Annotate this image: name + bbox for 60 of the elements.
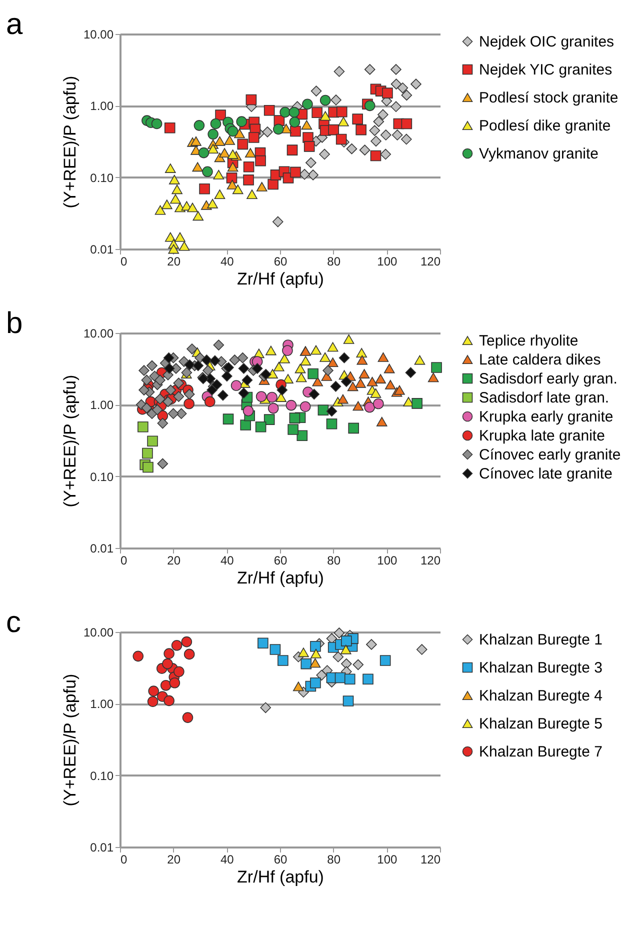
- x-axis-title: Zr/Hf (apfu): [237, 270, 324, 288]
- x-tick-label: 100: [377, 254, 398, 268]
- x-tick-label: 20: [167, 254, 181, 268]
- y-axis-title: (Y+REE)/P (apfu): [60, 674, 80, 806]
- legend-label: Krupka early granite: [479, 408, 614, 426]
- x-tick-label: 0: [120, 254, 128, 268]
- x-tick-label: 100: [377, 852, 398, 866]
- y-tick-label: 1.00: [90, 398, 114, 412]
- legend-label: Khalzan Buregte 7: [479, 744, 602, 760]
- legend-label: Teplice rhyolite: [479, 332, 578, 350]
- y-tick-label: 1.00: [90, 99, 114, 114]
- legend-label: Khalzan Buregte 4: [479, 688, 602, 704]
- x-tick-label: 120: [420, 254, 441, 268]
- legend-label: Sadisdorf late gran.: [479, 390, 610, 406]
- legend-label: Late caldera dikes: [479, 352, 601, 368]
- y-tick-label: 10.00: [83, 28, 114, 42]
- x-tick-label: 40: [220, 554, 234, 568]
- legend-label: Cínovec early granite: [479, 446, 621, 464]
- x-tick-label: 20: [167, 852, 181, 866]
- legend-label: Cínovec late granite: [479, 466, 612, 482]
- x-tick-label: 60: [274, 554, 288, 568]
- legend-label: Krupka late granite: [479, 428, 605, 444]
- y-tick-label: 10.00: [83, 626, 114, 640]
- legend-label: Podlesí dike granite: [479, 118, 611, 134]
- y-tick-label: 1.00: [90, 697, 114, 712]
- x-tick-label: 60: [274, 254, 288, 268]
- y-tick-label: 10.00: [83, 326, 114, 340]
- legend-label: Nejdek OIC granites: [479, 34, 614, 50]
- x-tick-label: 80: [327, 254, 341, 268]
- chart-title: a: [6, 8, 23, 41]
- y-tick-label: 0.01: [90, 840, 114, 854]
- legend-label: Podlesí stock granite: [479, 90, 618, 106]
- chart-title: c: [6, 606, 21, 639]
- x-axis-title: Zr/Hf (apfu): [237, 868, 324, 886]
- x-tick-label: 0: [120, 852, 128, 866]
- chart-title: b: [6, 307, 23, 340]
- x-tick-label: 80: [327, 554, 341, 568]
- legend-label: Khalzan Buregte 1: [479, 632, 602, 648]
- legend-label: Nejdek YIC granites: [479, 62, 612, 78]
- legend-label: Vykmanov granite: [479, 146, 599, 162]
- legend-label: Khalzan Buregte 3: [479, 660, 602, 676]
- y-tick-label: 0.10: [90, 768, 114, 783]
- x-tick-label: 0: [120, 554, 128, 568]
- x-tick-label: 40: [220, 852, 234, 866]
- y-tick-label: 0.10: [90, 470, 114, 484]
- x-axis-title: Zr/Hf (apfu): [237, 568, 324, 588]
- x-tick-label: 60: [274, 852, 288, 866]
- legend-label: Khalzan Buregte 5: [479, 716, 602, 732]
- y-tick-label: 0.01: [90, 242, 114, 256]
- x-tick-label: 120: [420, 852, 441, 866]
- y-axis-title: (Y+REE)/P (apfu): [60, 374, 80, 508]
- x-tick-label: 120: [420, 554, 441, 568]
- legend-label: Sadisdorf early gran.: [479, 370, 618, 388]
- x-tick-label: 80: [327, 852, 341, 866]
- x-tick-label: 100: [377, 554, 398, 568]
- y-axis-title: (Y+REE)/P (apfu): [60, 76, 80, 208]
- y-tick-label: 0.01: [90, 542, 114, 556]
- y-tick-label: 0.10: [90, 170, 114, 185]
- x-tick-label: 20: [167, 554, 181, 568]
- x-tick-label: 40: [220, 254, 234, 268]
